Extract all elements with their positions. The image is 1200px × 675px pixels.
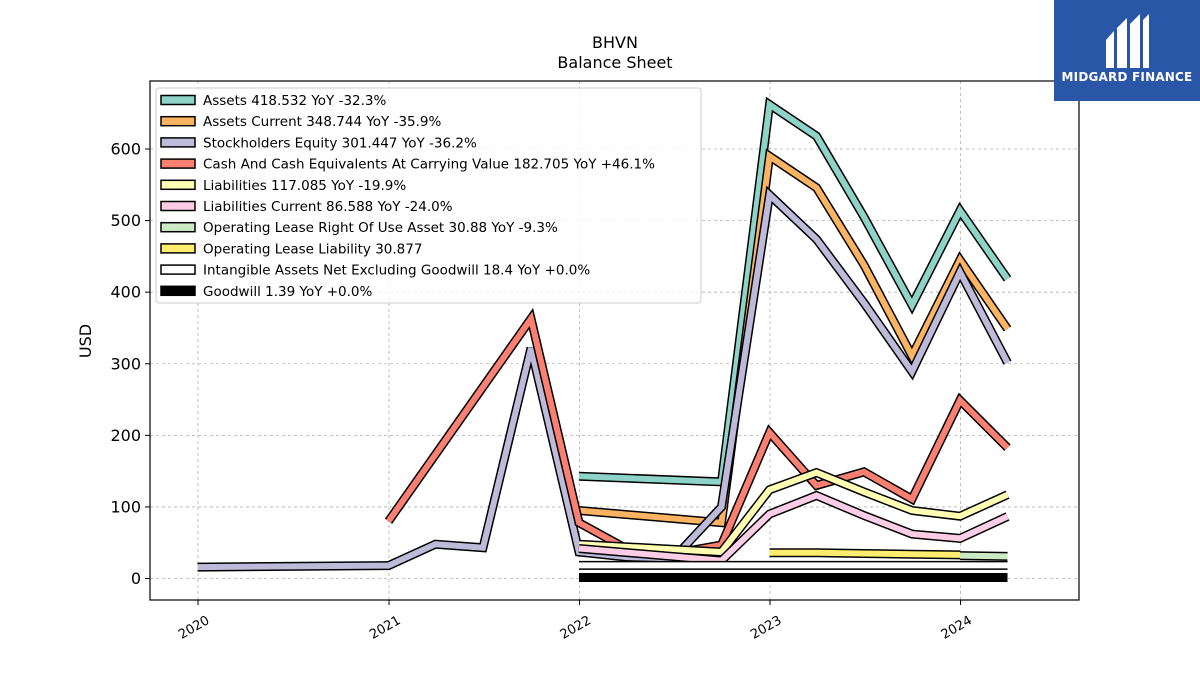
legend-item: Operating Lease Liability 30.877 (160, 241, 422, 257)
series-liabilities (578, 467, 1010, 557)
series-line (769, 549, 961, 558)
legend-swatch (160, 243, 196, 254)
plot-frame (149, 80, 1080, 601)
series-line (578, 469, 1009, 556)
legend-item: Stockholders Equity 301.447 YoY -36.2% (160, 135, 477, 151)
legend-swatch (160, 264, 196, 275)
series-operating-lease-liability (769, 548, 961, 560)
legend-item: Goodwill 1.39 YoY +0.0% (160, 284, 373, 300)
y-axis-label: USD (76, 324, 95, 358)
legend-label: Operating Lease Liability 30.877 (203, 241, 422, 257)
legend-label: Operating Lease Right Of Use Asset 30.88… (203, 220, 558, 236)
legend-swatch (160, 221, 196, 233)
legend-swatch (160, 137, 196, 148)
legend-item: Liabilities Current 86.588 YoY -24.0% (160, 199, 453, 215)
series-line (578, 99, 1010, 486)
legend-item: Operating Lease Right Of Use Asset 30.88… (160, 220, 558, 236)
series-layer (197, 96, 1012, 582)
legend-label: Intangible Assets Net Excluding Goodwill… (203, 263, 590, 279)
x-tick-label: 2020 (176, 613, 212, 643)
legend-label: Goodwill 1.39 YoY +0.0% (203, 284, 373, 300)
x-tick-label: 2024 (939, 613, 975, 643)
y-tick-label: 200 (110, 426, 141, 445)
brand-mark-icon (1106, 14, 1149, 68)
legend-swatch (160, 158, 196, 169)
legend-swatch (160, 285, 196, 297)
legend-label: Liabilities Current 86.588 YoY -24.0% (203, 199, 453, 215)
series-line (386, 311, 1010, 557)
legend-item: Assets 418.532 YoY -32.3% (160, 93, 387, 109)
brand-logo: MIDGARD FINANCE (1054, 0, 1200, 101)
legend-item: Liabilities 117.085 YoY -19.9% (160, 178, 406, 194)
y-tick-label: 300 (110, 354, 141, 373)
legend-swatch (160, 200, 196, 212)
legend-box (155, 87, 702, 304)
series-cash-and-cash-equivalents-at-carrying-value (384, 307, 1011, 559)
legend-item: Cash And Cash Equivalents At Carrying Va… (160, 157, 655, 173)
x-tick-label: 2022 (558, 613, 594, 643)
legend-swatch (160, 115, 196, 127)
y-tick-label: 400 (110, 283, 141, 302)
legend-label: Liabilities 117.085 YoY -19.9% (203, 178, 406, 194)
x-tick-label: 2021 (367, 613, 403, 643)
y-tick-label: 0 (131, 569, 141, 588)
y-tick-label: 100 (110, 497, 141, 516)
series-line (578, 492, 1009, 564)
legend-item: Assets Current 348.744 YoY -35.9% (160, 114, 442, 130)
series-liabilities-current (578, 490, 1010, 566)
legend-swatch (160, 94, 196, 106)
legend-label: Assets Current 348.744 YoY -35.9% (203, 114, 442, 130)
y-tick-label: 600 (110, 140, 141, 159)
legend-item: Intangible Assets Net Excluding Goodwill… (160, 263, 590, 279)
series-line (959, 552, 1008, 560)
series-assets (578, 96, 1012, 487)
y-tick-label: 500 (110, 211, 141, 230)
chart-subtitle: Balance Sheet (557, 53, 672, 72)
x-tick-label: 2023 (748, 613, 784, 643)
series-operating-lease-right-of-use-asset (959, 551, 1008, 561)
legend-swatch (160, 179, 196, 191)
brand-name: MIDGARD FINANCE (1061, 70, 1193, 84)
legend-label: Assets 418.532 YoY -32.3% (203, 93, 387, 109)
legend-label: Stockholders Equity 301.447 YoY -36.2% (203, 135, 477, 151)
legend-label: Cash And Cash Equivalents At Carrying Va… (203, 157, 655, 173)
legend: Assets 418.532 YoY -32.3% Assets Current … (155, 87, 702, 304)
chart-title: BHVN (592, 33, 638, 52)
